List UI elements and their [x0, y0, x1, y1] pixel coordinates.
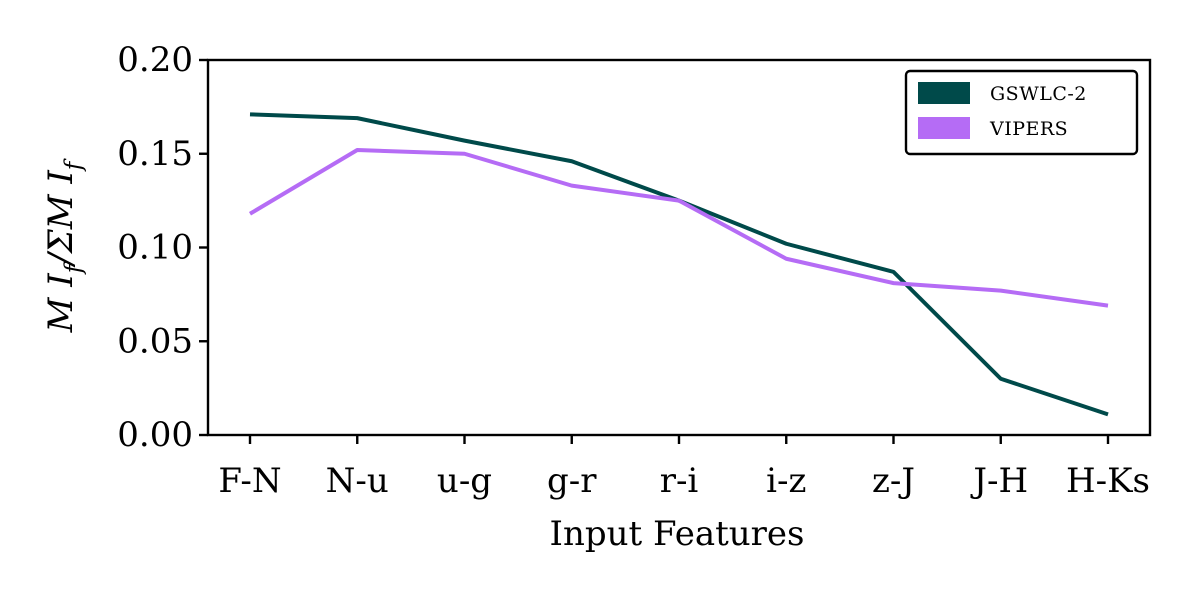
x-axis: F-N N-u u-g g-r r-i i-z z-J J-H H-Ks — [218, 435, 1150, 501]
y-tick-label: 0.10 — [117, 228, 193, 268]
y-axis: 0.00 0.05 0.10 0.15 0.20 — [117, 40, 208, 455]
x-tick-label: J-H — [970, 461, 1028, 501]
y-tick-label: 0.00 — [117, 415, 193, 455]
legend-label-gswlc2: GSWLC-2 — [990, 83, 1087, 105]
series-line-vipers — [248, 148, 1109, 308]
y-tick-label: 0.05 — [117, 321, 193, 361]
x-axis-label: Input Features — [550, 514, 805, 554]
legend-swatch-gswlc2 — [918, 82, 970, 104]
x-tick-label: H-Ks — [1066, 461, 1150, 501]
legend-swatch-vipers — [918, 117, 970, 139]
x-tick-label: N-u — [326, 461, 389, 501]
y-axis-label: M If/ΣM If — [41, 158, 87, 333]
plot-frame — [206, 58, 1152, 437]
x-tick-label: F-N — [218, 461, 281, 501]
x-tick-label: u-g — [437, 461, 492, 501]
x-tick-label: r-i — [660, 461, 699, 501]
series-line-gswlc-2 — [249, 112, 1109, 417]
legend-label-vipers: VIPERS — [989, 118, 1068, 140]
series-lines — [248, 112, 1109, 417]
x-tick-label: z-J — [872, 461, 915, 501]
y-tick-label: 0.15 — [117, 134, 193, 174]
legend: GSWLC-2 VIPERS — [904, 69, 1139, 156]
x-tick-label: g-r — [547, 461, 597, 501]
x-tick-label: i-z — [766, 461, 806, 501]
y-tick-label: 0.20 — [117, 40, 193, 80]
